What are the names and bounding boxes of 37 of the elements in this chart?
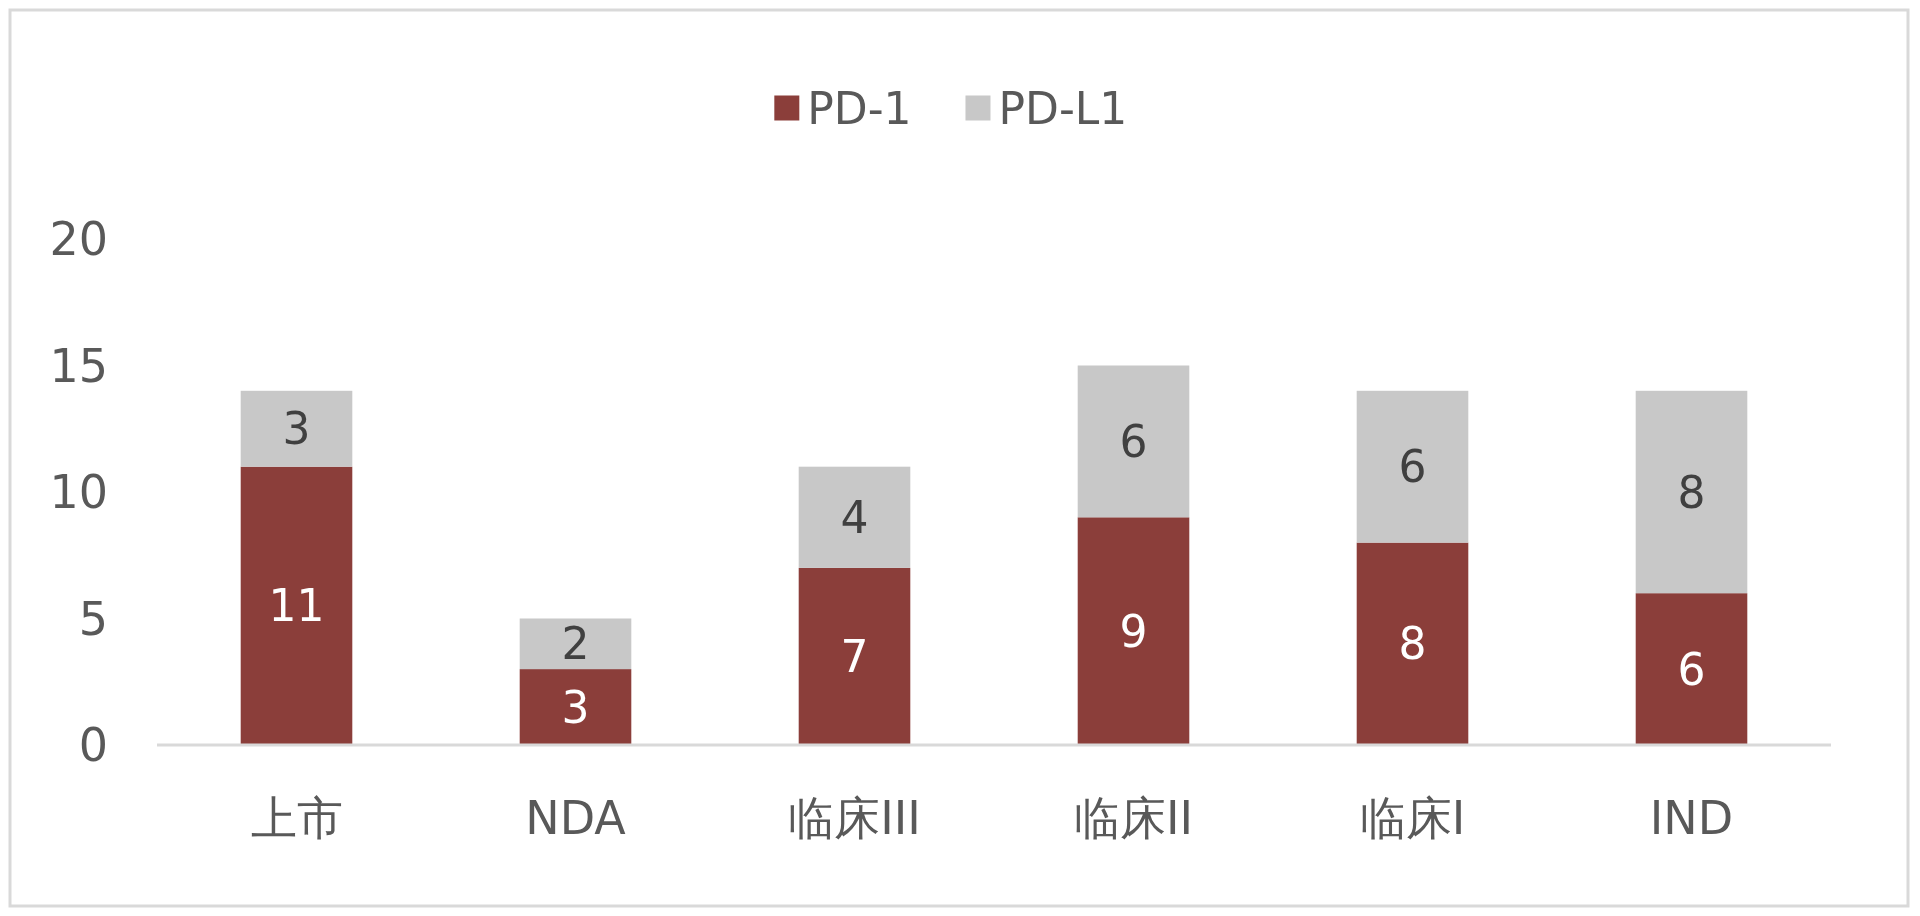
- legend-label: PD-1: [807, 82, 912, 134]
- data-label: 6: [1119, 415, 1148, 467]
- bar: [240, 466, 353, 745]
- data-label: 3: [282, 403, 311, 455]
- data-label: 3: [561, 681, 590, 733]
- x-tick-label: 临床III: [788, 791, 921, 845]
- x-tick-label: 上市: [250, 791, 343, 845]
- bar: [1077, 365, 1190, 518]
- data-label: 6: [1398, 441, 1427, 493]
- data-label: 2: [561, 618, 590, 670]
- data-label: 7: [840, 630, 869, 682]
- bar: [1356, 390, 1469, 543]
- bar: [240, 390, 353, 467]
- bar: [1635, 593, 1748, 745]
- data-label: 6: [1677, 643, 1706, 695]
- bar: [798, 567, 911, 745]
- bar: [798, 466, 911, 568]
- y-tick-label: 10: [49, 465, 108, 519]
- y-tick-label: 15: [49, 338, 108, 393]
- bar: [1077, 517, 1190, 745]
- y-tick-label: 0: [78, 718, 108, 772]
- data-label: 9: [1119, 605, 1148, 657]
- x-tick-label: 临床I: [1359, 791, 1466, 845]
- legend-label: PD-L1: [998, 82, 1128, 134]
- bar: [519, 669, 632, 745]
- data-label: 8: [1398, 618, 1427, 670]
- data-label: 11: [268, 580, 325, 632]
- data-label: 8: [1677, 466, 1706, 518]
- x-tick-label: NDA: [525, 791, 627, 845]
- x-tick-label: IND: [1649, 791, 1734, 845]
- data-label: 4: [840, 491, 869, 543]
- bar: [1635, 390, 1748, 594]
- bar: [519, 618, 632, 670]
- y-tick-label: 5: [78, 591, 108, 646]
- x-tick-label: 临床II: [1073, 791, 1194, 845]
- y-tick-label: 20: [49, 212, 108, 266]
- bar: [1356, 542, 1469, 745]
